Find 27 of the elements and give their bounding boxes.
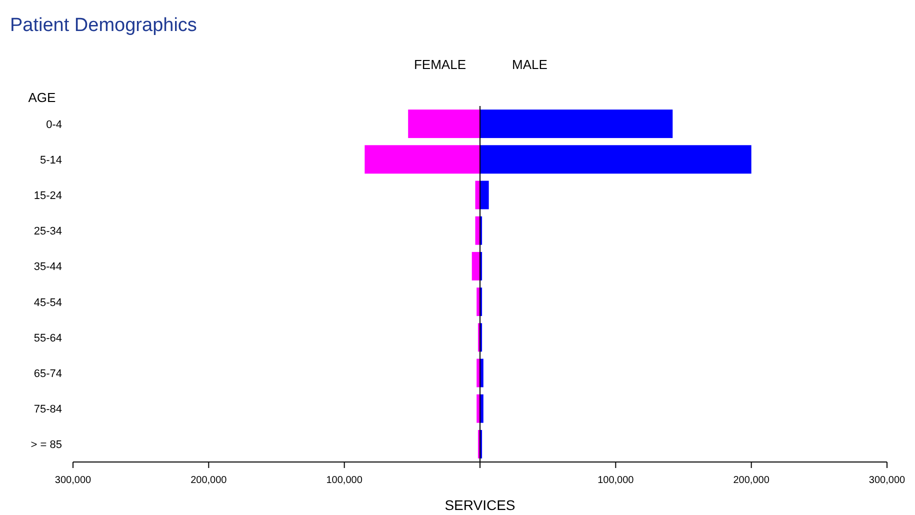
bar: [408, 110, 480, 138]
y-tick-label: 25-34: [34, 226, 62, 238]
bar: [480, 180, 489, 210]
x-tick-label: 300,000: [868, 475, 906, 486]
bar: [472, 252, 480, 280]
y-tick-label: > = 85: [30, 439, 62, 452]
y-tick-label: 0-4: [46, 118, 62, 131]
x-axis-title: SERVICES: [444, 497, 516, 513]
text: FEMALE: [414, 57, 466, 72]
y-tick-label: 55-64: [34, 332, 62, 344]
x-tick-label: 300,000: [54, 475, 92, 486]
y-tick-label: 35-44: [34, 261, 62, 274]
x-tick-label: 100,000: [326, 475, 363, 486]
bar: [480, 110, 673, 138]
chart-title: Patient Demographics: [10, 15, 197, 36]
y-tick-label: 15-24: [34, 190, 62, 202]
y-axis-title: AGE: [28, 90, 56, 105]
y-tick-label: 5-14: [40, 154, 62, 166]
bar: [364, 145, 480, 174]
y-tick-label: 75-84: [34, 404, 62, 416]
y-tick-label: 45-54: [34, 296, 62, 309]
x-tick-label: 100,000: [598, 475, 634, 486]
text: MALE: [512, 57, 548, 72]
y-tick-label: 65-74: [34, 368, 62, 380]
x-tick-label: 200,000: [733, 475, 770, 486]
bar: [480, 145, 752, 174]
x-tick-label: 200,000: [190, 475, 228, 486]
